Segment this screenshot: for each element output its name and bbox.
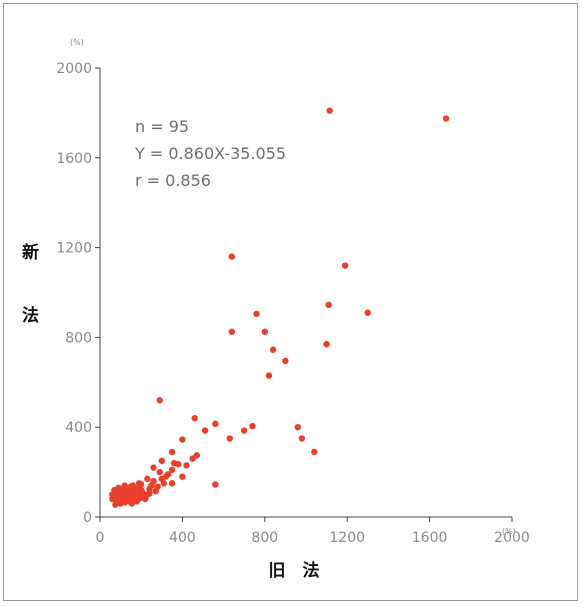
data-point <box>162 473 170 480</box>
data-point <box>134 484 142 492</box>
annotation-r: r = 0.856 <box>135 171 211 190</box>
data-point <box>191 415 198 422</box>
data-point <box>253 310 260 318</box>
data-point <box>128 500 136 507</box>
data-point <box>160 480 168 487</box>
axes <box>99 68 512 518</box>
data-point <box>341 262 349 269</box>
data-point <box>158 457 165 465</box>
data-point <box>241 427 248 434</box>
data-point <box>193 452 201 459</box>
y-unit-label: (%) <box>70 38 84 47</box>
data-point <box>150 464 157 471</box>
data-point <box>179 473 186 480</box>
data-point <box>325 301 332 309</box>
data-point <box>156 397 163 404</box>
tick-labels: 0 400 800 1200 1600 2000 0 400 800 1200 1600 2000 <box>56 61 529 546</box>
data-point <box>170 459 178 467</box>
data-point <box>261 328 268 335</box>
data-point <box>183 462 190 469</box>
data-point <box>168 480 176 487</box>
data-point <box>265 372 273 379</box>
data-point <box>114 487 121 495</box>
data-point <box>168 448 176 456</box>
data-point <box>326 107 333 114</box>
data-point <box>129 482 137 489</box>
data-point <box>146 490 153 497</box>
data-point <box>228 328 236 335</box>
chart-frame <box>3 3 578 601</box>
data-point <box>115 494 122 502</box>
y-tick-label: 0 <box>83 510 92 526</box>
data-point <box>294 424 301 431</box>
x-tick-label: 1200 <box>329 530 365 546</box>
data-point <box>249 422 256 430</box>
data-point <box>323 340 330 348</box>
annotation-n: n = 95 <box>135 117 189 136</box>
data-point <box>112 501 119 508</box>
x-tick-label: 800 <box>251 530 278 546</box>
y-axis-title-char-2: 法 <box>22 305 39 326</box>
y-tick-label: 1600 <box>56 151 92 167</box>
data-point <box>201 427 209 434</box>
data-point <box>117 500 124 507</box>
data-point <box>311 448 318 456</box>
data-point <box>156 468 163 476</box>
data-point <box>168 466 176 474</box>
x-tick-label: 400 <box>169 530 196 546</box>
data-point <box>212 481 219 488</box>
x-unit-label: (%) <box>502 527 516 536</box>
data-point <box>144 475 151 483</box>
ticks <box>95 67 513 522</box>
data-point <box>139 489 146 496</box>
data-points <box>109 107 450 508</box>
y-tick-label: 400 <box>65 420 92 436</box>
data-point <box>130 494 138 502</box>
x-tick-label: 1600 <box>412 530 448 546</box>
data-point <box>122 495 129 503</box>
data-point <box>228 253 236 260</box>
data-point <box>120 485 127 493</box>
y-axis-title-char-1: 新 <box>22 242 39 263</box>
data-point <box>138 494 145 502</box>
data-point <box>269 346 277 353</box>
x-tick-label: 2000 <box>494 530 530 546</box>
data-point <box>226 435 233 442</box>
data-point <box>148 482 155 489</box>
data-point <box>298 435 306 442</box>
data-point <box>179 436 186 443</box>
x-axis-title: 旧 法 <box>269 560 320 581</box>
y-tick-label: 2000 <box>56 61 92 77</box>
data-point <box>364 309 371 316</box>
data-point <box>152 487 159 495</box>
y-tick-label: 800 <box>65 330 92 346</box>
y-tick-label: 1200 <box>56 241 92 257</box>
data-point <box>282 357 289 365</box>
data-point <box>212 420 219 428</box>
data-point <box>442 115 450 122</box>
annotation-equation: Y = 0.860X-35.055 <box>134 144 286 163</box>
x-tick-label: 0 <box>96 530 105 546</box>
